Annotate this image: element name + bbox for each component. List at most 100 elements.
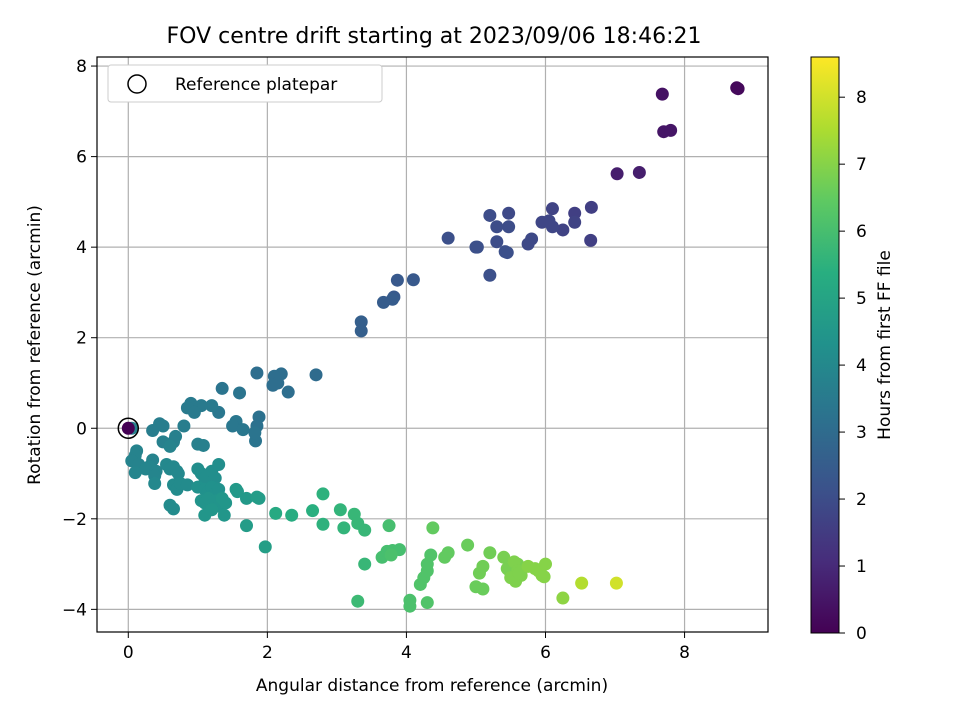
data-point [354,315,368,329]
data-point [382,519,396,533]
data-point [483,546,497,560]
data-point [281,385,295,399]
colorbar-tick-label: 0 [856,624,867,644]
colorbar-tick-label: 7 [856,155,867,175]
data-point [248,426,262,440]
data-point [406,273,420,287]
data-point [610,167,624,181]
colorbar-tick-label: 3 [856,423,867,443]
data-point [575,576,589,590]
x-tick-label: 4 [401,643,412,663]
data-point [568,215,582,229]
data-point [128,466,142,480]
data-point [535,215,549,229]
y-tick-label: 2 [76,329,87,349]
data-point [358,557,372,571]
x-tick-label: 2 [262,643,273,663]
data-point [187,405,201,419]
x-axis-label: Angular distance from reference (arcmin) [256,676,608,696]
colorbar [810,56,840,634]
colorbar-ticks: 0 1 2 3 4 5 6 7 8 [839,88,867,644]
data-point [390,273,404,287]
data-point [146,424,160,438]
data-point [420,596,434,610]
data-point [148,476,162,490]
data-point [441,231,455,245]
reference-point-ring [117,417,140,440]
x-tick-label: 6 [540,643,551,663]
data-point [258,540,272,554]
data-point [568,206,582,220]
x-tick-label: 0 [123,643,134,663]
y-tick-label: −2 [62,510,87,530]
data-point [316,487,330,501]
data-point [664,123,678,137]
data-point [306,504,320,518]
data-point [502,220,516,234]
plot-frame [96,56,769,633]
y-tick-label: 8 [76,57,87,77]
data-point [490,220,504,234]
y-axis-label: Rotation from reference (arcmin) [25,205,45,485]
data-point [376,295,390,309]
legend-reference-marker [127,74,147,94]
x-axis-ticks: 0 2 4 6 8 [123,632,690,663]
data-point [731,82,745,96]
data-point [358,523,372,537]
colorbar-tick-label: 4 [856,356,867,376]
data-point [470,240,484,254]
data-point [632,165,646,179]
data-point [250,366,264,380]
y-tick-label: 4 [76,238,87,258]
data-point [584,233,598,247]
data-points [125,81,745,613]
data-point [205,503,219,517]
legend-entry: Reference platepar [175,75,337,95]
data-point [196,438,210,452]
data-point [205,399,219,413]
data-point [609,576,623,590]
data-point [233,386,247,400]
data-point [441,546,455,560]
reference-marker [117,417,140,440]
data-point [212,457,226,471]
legend: Reference platepar [107,64,383,103]
data-point [180,478,194,492]
data-point [545,202,559,216]
data-point [226,419,240,433]
data-point [230,485,244,499]
colorbar-tick-label: 1 [856,557,867,577]
colorbar-tick-label: 6 [856,222,867,242]
data-point [156,419,170,433]
data-point [217,508,231,522]
data-point [490,235,504,249]
x-tick-label: 8 [679,643,690,663]
y-axis-ticks: −4 −2 0 2 4 6 8 [62,57,97,620]
colorbar-tick-label: 2 [856,490,867,510]
data-point [512,566,526,580]
reference-point-fill [121,421,135,435]
data-point [139,462,153,476]
data-point [461,538,475,552]
data-point [163,439,177,453]
data-point [497,550,511,564]
colorbar-tick-label: 8 [856,88,867,108]
data-point [556,591,570,605]
data-point [252,491,266,505]
data-point [316,517,330,531]
data-point [403,599,417,613]
data-point [266,378,280,392]
data-point [476,559,490,573]
data-point [483,268,497,282]
data-point [655,87,669,101]
grid-lines [97,57,768,632]
data-point [166,502,180,516]
data-point [236,423,250,437]
data-point [285,508,299,522]
data-point [333,503,347,517]
data-point [351,594,365,608]
data-point [537,570,551,584]
data-point [521,237,535,251]
data-point [219,496,233,510]
data-point [424,548,438,562]
